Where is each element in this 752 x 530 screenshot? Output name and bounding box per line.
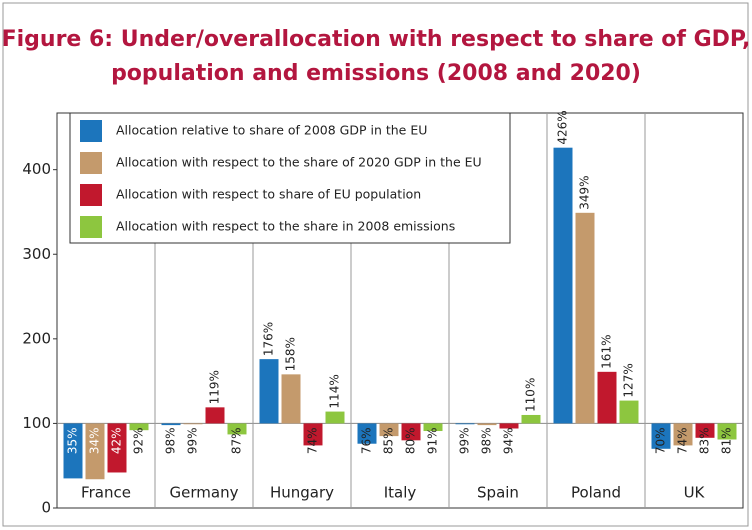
bar xyxy=(107,423,127,473)
y-tick-label: 200 xyxy=(22,329,51,347)
value-label: 34% xyxy=(88,427,102,454)
value-label: 35% xyxy=(66,427,80,454)
value-label: 83% xyxy=(698,427,712,454)
legend-swatch xyxy=(80,184,102,206)
bar xyxy=(597,371,617,424)
bar xyxy=(651,423,671,449)
value-label: 99% xyxy=(186,427,200,454)
value-label: 74% xyxy=(306,427,320,454)
value-label: 119% xyxy=(208,370,222,404)
bar xyxy=(695,423,715,438)
bar xyxy=(521,414,541,424)
chart-title: population and emissions (2008 and 2020) xyxy=(111,61,641,86)
bar xyxy=(673,423,693,446)
bar xyxy=(575,212,595,424)
category-label-bg xyxy=(58,479,154,507)
value-label: 99% xyxy=(458,427,472,454)
category-label-bg xyxy=(548,479,644,507)
value-label: 42% xyxy=(110,427,124,454)
x-tick-label: UK xyxy=(684,484,706,502)
value-label: 74% xyxy=(676,427,690,454)
value-label: 176% xyxy=(262,322,276,356)
value-label: 98% xyxy=(164,427,178,454)
legend-label: Allocation with respect to share of EU p… xyxy=(116,187,421,202)
x-tick-label: Spain xyxy=(477,484,519,502)
x-tick-label: Poland xyxy=(571,484,621,502)
bar xyxy=(85,423,105,480)
y-tick-label: 0 xyxy=(41,499,51,517)
bar xyxy=(161,423,181,426)
y-tick-label: 400 xyxy=(22,160,51,178)
x-tick-label: Italy xyxy=(384,484,417,502)
bar xyxy=(619,400,639,424)
value-label: 110% xyxy=(524,378,538,412)
bar xyxy=(553,147,573,424)
legend-label: Allocation relative to share of 2008 GDP… xyxy=(116,123,427,138)
value-label: 426% xyxy=(556,110,570,144)
legend-box xyxy=(69,112,511,244)
y-tick-label: 100 xyxy=(22,414,51,432)
x-tick-label: Hungary xyxy=(270,484,334,502)
value-label: 92% xyxy=(132,427,146,454)
legend: Allocation relative to share of 2008 GDP… xyxy=(69,112,511,244)
value-label: 81% xyxy=(720,427,734,454)
category-label-bg xyxy=(254,479,350,507)
bar xyxy=(129,423,149,431)
value-label: 161% xyxy=(600,335,614,369)
legend-label: Allocation with respect to the share in … xyxy=(116,219,455,234)
value-label: 127% xyxy=(622,363,636,397)
bar xyxy=(379,423,399,437)
value-label: 98% xyxy=(480,427,494,454)
bar xyxy=(205,407,225,424)
legend-swatch xyxy=(80,216,102,238)
bar xyxy=(499,423,519,429)
bar xyxy=(357,423,377,444)
value-label: 80% xyxy=(404,427,418,454)
category-label-bg xyxy=(156,479,252,507)
category-label-bg xyxy=(352,479,448,507)
x-tick-label: Germany xyxy=(170,484,239,502)
value-label: 158% xyxy=(284,337,298,371)
bar xyxy=(259,359,279,424)
legend-label: Allocation with respect to the share of … xyxy=(116,155,482,170)
value-label: 70% xyxy=(654,427,668,454)
bar xyxy=(401,423,421,441)
value-label: 85% xyxy=(382,427,396,454)
value-label: 94% xyxy=(502,427,516,454)
bar xyxy=(303,423,323,446)
bar xyxy=(325,411,345,424)
bar xyxy=(281,374,301,424)
value-label: 91% xyxy=(426,427,440,454)
chart-title: Figure 6: Under/overallocation with resp… xyxy=(2,27,751,52)
bar xyxy=(455,423,475,425)
category-label-bg xyxy=(450,479,546,507)
bar xyxy=(63,423,83,479)
value-label: 349% xyxy=(578,175,592,209)
bar xyxy=(183,423,203,425)
x-tick-label: France xyxy=(81,484,131,502)
category-label-bg xyxy=(646,479,742,507)
bar xyxy=(227,423,247,435)
y-tick-label: 300 xyxy=(22,245,51,263)
legend-swatch xyxy=(80,152,102,174)
value-label: 87% xyxy=(230,427,244,454)
legend-swatch xyxy=(80,120,102,142)
value-label: 114% xyxy=(328,374,342,408)
bar xyxy=(423,423,443,432)
value-label: 76% xyxy=(360,427,374,454)
bar xyxy=(477,423,497,426)
bar xyxy=(717,423,737,440)
